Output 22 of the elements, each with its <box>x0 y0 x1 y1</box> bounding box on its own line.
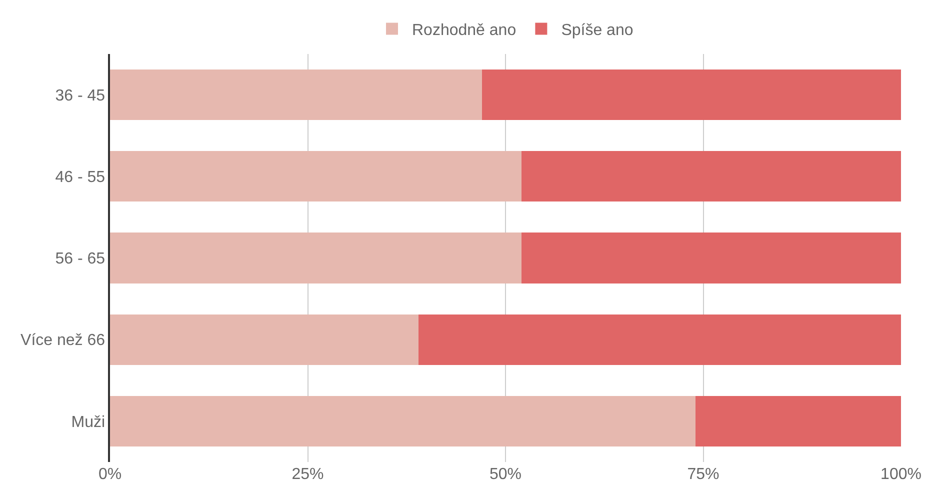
bar <box>482 70 901 120</box>
x-tick-label: 0% <box>98 466 122 483</box>
legend-label: Spíše ano <box>561 22 634 39</box>
y-tick-label: Muži <box>71 414 106 431</box>
y-tick-label: Více než 66 <box>20 332 106 350</box>
bar <box>110 314 418 365</box>
y-tick-label: 46 - 55 <box>55 169 106 186</box>
x-tick-label: 50% <box>489 466 522 483</box>
bar <box>110 70 482 120</box>
bar <box>695 396 901 446</box>
bar <box>418 314 901 365</box>
x-tick-label: 75% <box>687 466 720 483</box>
bar <box>110 232 522 284</box>
x-tick-label: 25% <box>292 466 324 483</box>
bar <box>521 151 901 202</box>
legend-label: Rozhodně ano <box>412 22 516 39</box>
bar <box>110 396 696 446</box>
x-tick-label: 100% <box>880 466 922 483</box>
bar <box>110 151 522 202</box>
bar <box>521 232 901 284</box>
y-tick-label: 36 - 45 <box>55 87 106 104</box>
y-tick-label: 56 - 65 <box>55 250 106 268</box>
